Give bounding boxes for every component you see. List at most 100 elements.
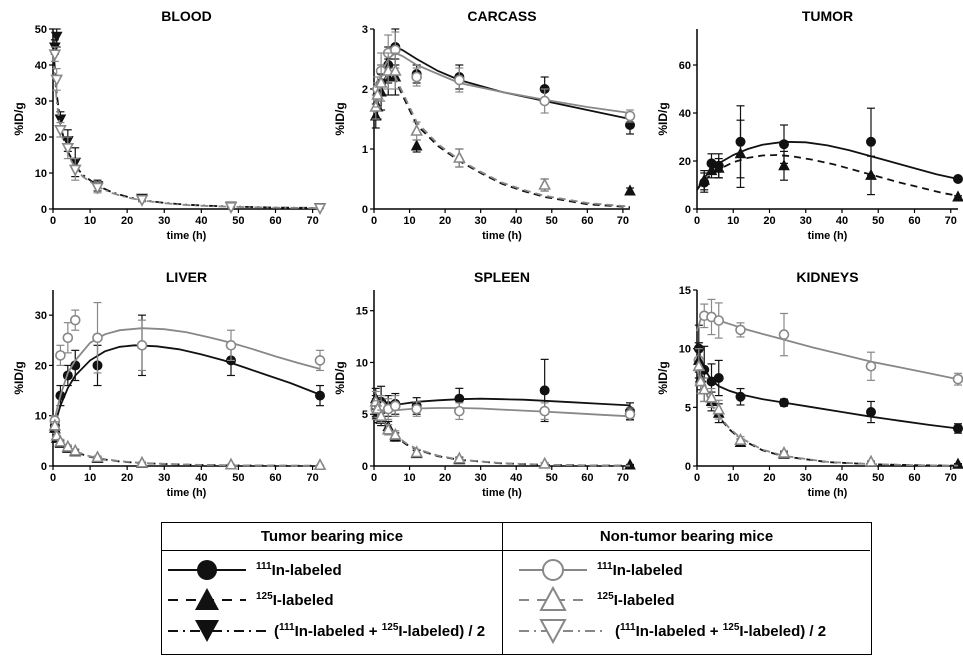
data-point	[453, 150, 466, 163]
x-tick-label: 30	[475, 472, 487, 484]
legend-label-i125: 125I-labeled	[597, 591, 675, 609]
legend-label-average: (111In-labeled + 125I-labeled) / 2	[274, 622, 486, 640]
data-point	[389, 63, 402, 76]
series-circle-open	[693, 298, 963, 386]
y-tick-label: 20	[35, 360, 47, 372]
panel-title: CARCASS	[467, 8, 536, 24]
data-point	[624, 408, 636, 420]
y-tick-label: 2	[362, 84, 368, 96]
data-point	[224, 202, 238, 215]
x-axis-label: time (h)	[482, 487, 522, 499]
panel-title: LIVER	[166, 269, 207, 285]
panel-blood: BLOOD 0 10 20 30 40 50 60 70 0 10 20 30 40 50 time (h)%…	[12, 8, 327, 242]
data-point	[69, 314, 81, 326]
fit-curve	[696, 140, 959, 191]
x-tick-label: 10	[84, 472, 96, 484]
y-axis-label: %ID/g	[656, 361, 670, 394]
data-point	[224, 457, 238, 470]
series-triangle-up-filled	[369, 58, 636, 209]
x-tick-label: 10	[727, 472, 739, 484]
data-point	[454, 393, 465, 404]
y-tick-label: 10	[35, 411, 47, 423]
x-tick-label: 30	[800, 472, 812, 484]
data-point	[624, 110, 636, 122]
data-point	[55, 350, 66, 361]
x-tick-label: 40	[836, 472, 848, 484]
series-circle-open	[49, 301, 326, 427]
x-tick-label: 0	[694, 472, 700, 484]
x-tick-label: 50	[232, 472, 244, 484]
x-tick-label: 60	[581, 472, 593, 484]
data-point	[91, 450, 104, 463]
x-axis-label: time (h)	[167, 487, 207, 499]
data-point	[712, 402, 726, 415]
data-point	[624, 184, 636, 196]
y-tick-label: 5	[685, 402, 691, 414]
data-point	[454, 405, 465, 417]
legend-label-in111: 111In-labeled	[597, 561, 683, 579]
data-point	[952, 373, 963, 385]
fit-curve	[373, 75, 631, 209]
data-point	[135, 455, 149, 468]
x-tick-label: 50	[872, 215, 884, 227]
data-point	[371, 87, 384, 100]
y-tick-label: 1	[362, 144, 368, 156]
data-point	[135, 194, 149, 207]
legend-swatch-circle-open	[519, 559, 587, 581]
data-point	[779, 139, 789, 150]
fit-curve	[696, 369, 959, 467]
data-point	[91, 182, 104, 195]
x-tick-label: 70	[306, 472, 318, 484]
data-point	[61, 439, 75, 452]
y-tick-label: 20	[35, 132, 47, 144]
x-tick-label: 20	[121, 472, 133, 484]
data-point	[866, 407, 876, 418]
data-point	[374, 75, 388, 88]
x-tick-label: 70	[945, 215, 957, 227]
legend-header-non-tumor: Non-tumor bearing mice	[503, 523, 870, 551]
y-axis-label: %ID/g	[12, 361, 26, 394]
series-triangle-up-filled	[49, 421, 326, 470]
y-tick-label: 0	[41, 204, 47, 216]
x-tick-label: 70	[306, 215, 318, 227]
data-point	[865, 360, 877, 372]
fit-curve	[696, 154, 959, 197]
x-tick-label: 60	[581, 215, 593, 227]
x-tick-label: 70	[617, 472, 629, 484]
y-tick-label: 10	[356, 357, 368, 369]
legend-column-non-tumor: Non-tumor bearing mice 111In-labeled 125…	[503, 523, 870, 654]
y-tick-label: 3	[362, 24, 368, 36]
x-tick-label: 10	[727, 215, 739, 227]
y-tick-label: 40	[679, 108, 691, 120]
x-tick-label: 50	[232, 215, 244, 227]
y-tick-label: 0	[685, 461, 691, 473]
data-point	[778, 329, 790, 340]
series-circle-open	[372, 31, 636, 123]
series-circle-filled	[370, 358, 635, 423]
y-tick-label: 40	[35, 60, 47, 72]
x-tick-label: 10	[84, 215, 96, 227]
fit-curve	[373, 51, 631, 114]
legend-label-average: (111In-labeled + 125I-labeled) / 2	[615, 622, 827, 640]
fit-curve	[52, 54, 321, 209]
x-tick-label: 50	[546, 215, 558, 227]
y-tick-label: 0	[362, 204, 368, 216]
y-tick-label: 10	[35, 168, 47, 180]
data-point	[48, 418, 62, 431]
data-point	[453, 451, 466, 464]
data-point	[390, 400, 401, 412]
data-point	[778, 159, 790, 171]
panel-carcass: CARCASS 0 10 20 30 40 50 60 70 0 1 2 3 time (h) %ID/g	[333, 8, 636, 242]
y-tick-label: 0	[41, 461, 47, 473]
series-triangle-down-open	[48, 46, 327, 216]
fit-curve	[696, 366, 959, 467]
x-tick-label: 40	[195, 215, 207, 227]
data-point	[866, 136, 876, 147]
y-tick-label: 30	[35, 96, 47, 108]
x-tick-label: 40	[510, 215, 522, 227]
data-point	[735, 391, 746, 402]
y-tick-label: 5	[362, 409, 368, 421]
series-circle-filled	[696, 105, 963, 193]
x-tick-label: 0	[694, 215, 700, 227]
